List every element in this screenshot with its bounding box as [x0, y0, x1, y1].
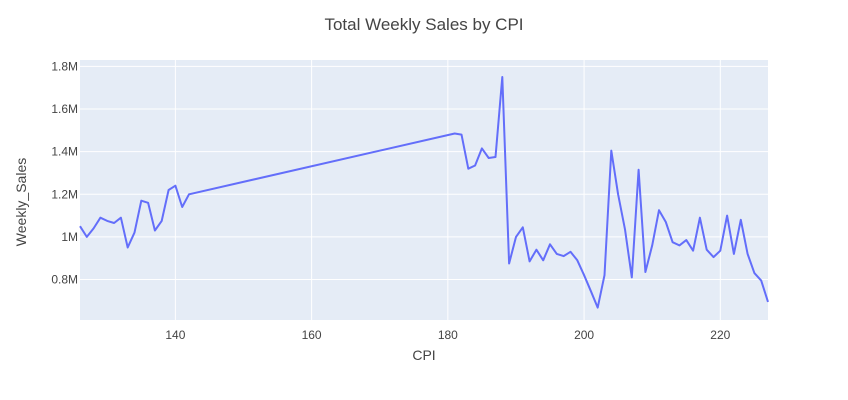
series-group	[79, 76, 769, 309]
series-line	[79, 76, 769, 309]
y-tick-label: 0.8M	[51, 273, 78, 287]
x-tick-label: 140	[165, 328, 185, 342]
y-tick-label: 1.2M	[51, 187, 78, 201]
chart-title: Total Weekly Sales by CPI	[324, 15, 523, 34]
x-tick-labels: 140 160 180 200 220	[165, 328, 730, 342]
x-tick-label: 160	[302, 328, 322, 342]
y-tick-labels: 0.8M 1M 1.2M 1.4M 1.6M 1.8M	[51, 59, 78, 286]
y-tick-label: 1.8M	[51, 59, 78, 73]
x-axis-label: CPI	[412, 347, 435, 363]
y-tick-label: 1.4M	[51, 145, 78, 159]
plot-area	[80, 60, 768, 320]
x-tick-label: 200	[574, 328, 594, 342]
x-gridlines	[174, 60, 721, 320]
x-tick-label: 180	[438, 328, 458, 342]
y-tick-label: 1.6M	[51, 102, 78, 116]
x-tick-label: 220	[710, 328, 730, 342]
y-axis-label: Weekly_Sales	[13, 158, 29, 246]
y-tick-label: 1M	[61, 230, 78, 244]
